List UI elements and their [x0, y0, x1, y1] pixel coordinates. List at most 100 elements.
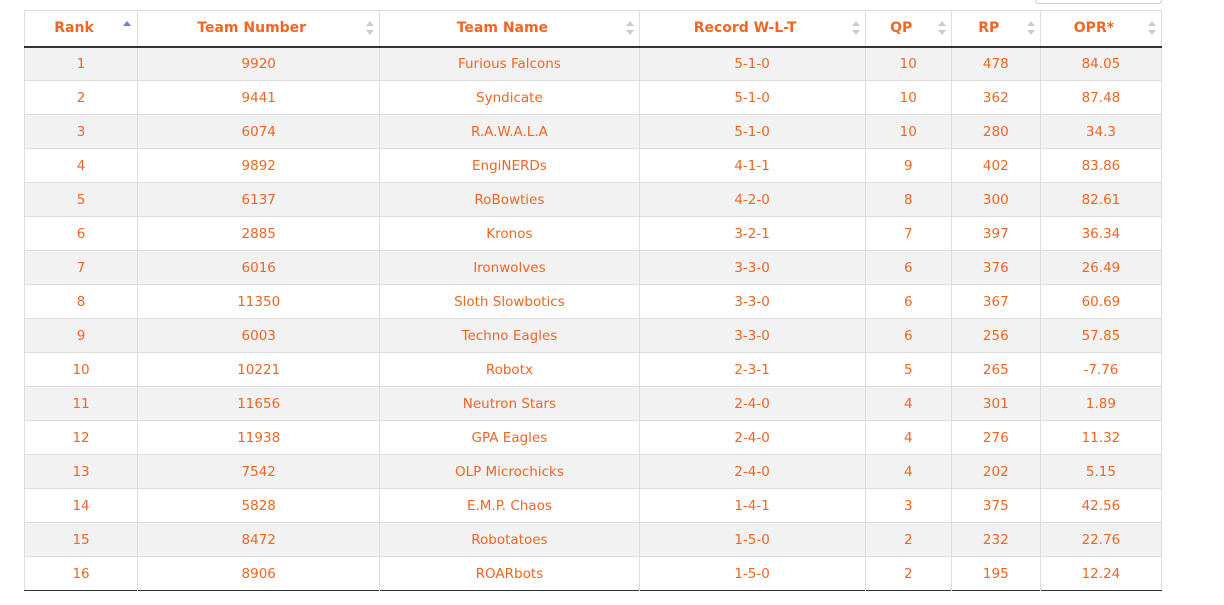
team-number-cell: 6137 [137, 182, 381, 217]
rp-cell: 478 [951, 46, 1041, 81]
rank-cell: 5 [24, 182, 139, 217]
team-name-cell: Robotatoes [379, 522, 640, 557]
team-name-cell: ROARbots [379, 556, 640, 591]
column-header-rank[interactable]: Rank [24, 10, 139, 48]
opr-cell: 87.48 [1040, 80, 1162, 115]
rp-cell: 397 [951, 216, 1041, 251]
column-header-qp[interactable]: QP [865, 10, 952, 48]
column-header-rp[interactable]: RP [951, 10, 1041, 48]
table-row: 15 8472 Robotatoes 1-5-0 2 232 22.76 [24, 522, 1162, 557]
search-input[interactable] [1035, 0, 1162, 4]
rank-cell: 4 [24, 148, 139, 183]
team-name-cell: RoBowties [379, 182, 640, 217]
sort-both-icon [851, 21, 860, 36]
team-number-cell: 9441 [137, 80, 381, 115]
team-name-cell: Furious Falcons [379, 46, 640, 81]
qp-cell: 6 [865, 250, 952, 285]
rank-cell: 9 [24, 318, 139, 353]
team-number-cell: 9920 [137, 46, 381, 81]
qp-cell: 10 [865, 80, 952, 115]
column-header-opr[interactable]: OPR* [1040, 10, 1162, 48]
team-name-cell: Robotx [379, 352, 640, 387]
team-number-cell: 7542 [137, 454, 381, 489]
team-name-cell: Sloth Slowbotics [379, 284, 640, 319]
team-name-cell: Techno Eagles [379, 318, 640, 353]
team-number-cell: 10221 [137, 352, 381, 387]
opr-cell: -7.76 [1040, 352, 1162, 387]
team-number-cell: 8472 [137, 522, 381, 557]
record-cell: 4-1-1 [639, 148, 866, 183]
record-cell: 2-4-0 [639, 420, 866, 455]
opr-cell: 12.24 [1040, 556, 1162, 591]
qp-cell: 8 [865, 182, 952, 217]
team-name-cell: E.M.P. Chaos [379, 488, 640, 523]
record-cell: 2-4-0 [639, 454, 866, 489]
team-name-cell: Neutron Stars [379, 386, 640, 421]
record-cell: 4-2-0 [639, 182, 866, 217]
table-row: 2 9441 Syndicate 5-1-0 10 362 87.48 [24, 80, 1162, 115]
opr-cell: 11.32 [1040, 420, 1162, 455]
sort-both-icon [366, 21, 375, 36]
column-header-label: OPR* [1073, 20, 1115, 37]
column-header-label: QP [890, 20, 913, 37]
column-header-team-name[interactable]: Team Name [379, 10, 640, 48]
rank-cell: 15 [24, 522, 139, 557]
column-header-record[interactable]: Record W-L-T [639, 10, 866, 48]
qp-cell: 4 [865, 420, 952, 455]
rank-cell: 1 [24, 46, 139, 81]
team-name-cell: Kronos [379, 216, 640, 251]
column-header-label: Team Number [197, 20, 307, 37]
opr-cell: 22.76 [1040, 522, 1162, 557]
team-name-cell: Ironwolves [379, 250, 640, 285]
opr-cell: 34.3 [1040, 114, 1162, 149]
table-row: 13 7542 OLP Microchicks 2-4-0 4 202 5.15 [24, 454, 1162, 489]
table-row: 11 11656 Neutron Stars 2-4-0 4 301 1.89 [24, 386, 1162, 421]
record-cell: 2-4-0 [639, 386, 866, 421]
rp-cell: 362 [951, 80, 1041, 115]
record-cell: 5-1-0 [639, 46, 866, 81]
team-number-cell: 6003 [137, 318, 381, 353]
rp-cell: 202 [951, 454, 1041, 489]
table-row: 5 6137 RoBowties 4-2-0 8 300 82.61 [24, 182, 1162, 217]
opr-cell: 26.49 [1040, 250, 1162, 285]
qp-cell: 2 [865, 556, 952, 591]
rp-cell: 375 [951, 488, 1041, 523]
opr-cell: 1.89 [1040, 386, 1162, 421]
table-row: 12 11938 GPA Eagles 2-4-0 4 276 11.32 [24, 420, 1162, 455]
team-number-cell: 6074 [137, 114, 381, 149]
sort-both-icon [1026, 21, 1035, 36]
record-cell: 5-1-0 [639, 114, 866, 149]
qp-cell: 6 [865, 284, 952, 319]
record-cell: 1-5-0 [639, 556, 866, 591]
table-body: 1 9920 Furious Falcons 5-1-0 10 478 84.05 2 9441… [24, 46, 1162, 591]
column-header-team-number[interactable]: Team Number [137, 10, 381, 48]
qp-cell: 4 [865, 386, 952, 421]
rp-cell: 256 [951, 318, 1041, 353]
rp-cell: 265 [951, 352, 1041, 387]
team-name-cell: OLP Microchicks [379, 454, 640, 489]
rp-cell: 376 [951, 250, 1041, 285]
column-header-label: RP [978, 20, 1000, 37]
team-number-cell: 11350 [137, 284, 381, 319]
record-cell: 5-1-0 [639, 80, 866, 115]
table-row: 10 10221 Robotx 2-3-1 5 265 -7.76 [24, 352, 1162, 387]
sort-ascending-icon [123, 19, 132, 33]
qp-cell: 5 [865, 352, 952, 387]
rp-cell: 232 [951, 522, 1041, 557]
rp-cell: 195 [951, 556, 1041, 591]
rank-cell: 12 [24, 420, 139, 455]
rank-cell: 8 [24, 284, 139, 319]
table-row: 6 2885 Kronos 3-2-1 7 397 36.34 [24, 216, 1162, 251]
rp-cell: 280 [951, 114, 1041, 149]
table-row: 9 6003 Techno Eagles 3-3-0 6 256 57.85 [24, 318, 1162, 353]
record-cell: 1-5-0 [639, 522, 866, 557]
opr-cell: 84.05 [1040, 46, 1162, 81]
opr-cell: 60.69 [1040, 284, 1162, 319]
table-row: 8 11350 Sloth Slowbotics 3-3-0 6 367 60.69 [24, 284, 1162, 319]
rank-cell: 11 [24, 386, 139, 421]
header-row: Rank Team Number Team Name Record W-L-T … [24, 10, 1162, 48]
qp-cell: 4 [865, 454, 952, 489]
column-header-label: Record W-L-T [693, 20, 797, 37]
rank-cell: 6 [24, 216, 139, 251]
rp-cell: 276 [951, 420, 1041, 455]
